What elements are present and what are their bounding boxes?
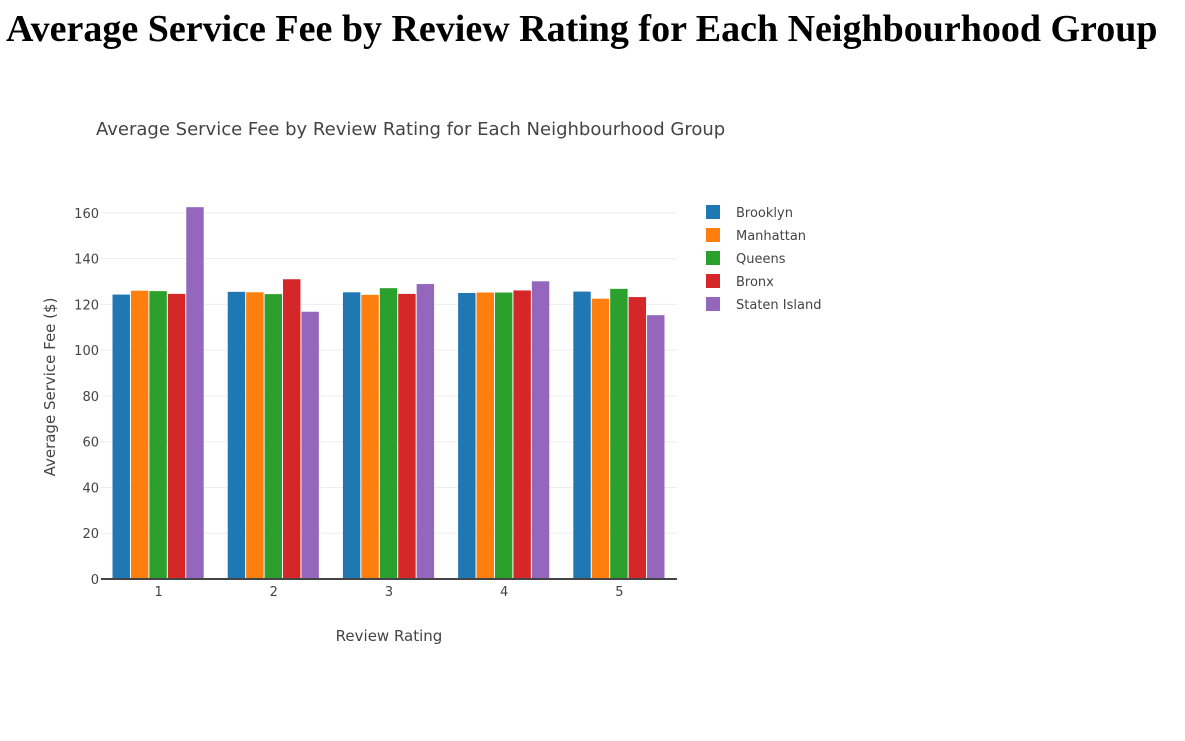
legend-item[interactable]: Queens xyxy=(706,251,786,267)
bar-brooklyn-3[interactable] xyxy=(342,292,361,579)
legend-swatch xyxy=(706,297,720,311)
bars xyxy=(112,207,665,580)
bar-queens-1[interactable] xyxy=(149,291,167,579)
bar-manhattan-3[interactable] xyxy=(361,294,379,579)
bar-bronx-4[interactable] xyxy=(513,290,531,579)
x-tick-label: 3 xyxy=(385,585,393,600)
bar-bronx-1[interactable] xyxy=(167,293,186,579)
legend-label: Staten Island xyxy=(736,298,821,313)
chart-title: Average Service Fee by Review Rating for… xyxy=(96,119,725,140)
y-tick-label: 140 xyxy=(74,253,99,268)
legend-swatch xyxy=(706,205,720,219)
legend-label: Queens xyxy=(736,252,786,267)
y-tick-label: 0 xyxy=(91,573,99,588)
x-axis: 1 2 3 4 5 xyxy=(101,578,677,600)
bar-manhattan-5[interactable] xyxy=(591,298,610,579)
y-tick-label: 20 xyxy=(82,527,99,542)
bar-staten-island-2[interactable] xyxy=(301,311,319,579)
bar-queens-2[interactable] xyxy=(264,294,283,579)
bar-staten-island-4[interactable] xyxy=(531,281,550,579)
y-tick-label: 120 xyxy=(74,298,99,313)
legend-item[interactable]: Brooklyn xyxy=(706,205,793,221)
legend-swatch xyxy=(706,251,720,265)
y-axis-label: Average Service Fee ($) xyxy=(41,298,59,477)
legend-item[interactable]: Manhattan xyxy=(706,228,806,244)
legend-swatch xyxy=(706,274,720,288)
bar-staten-island-1[interactable] xyxy=(186,207,204,580)
bar-manhattan-1[interactable] xyxy=(130,290,149,579)
bar-brooklyn-4[interactable] xyxy=(458,292,476,579)
bar-brooklyn-2[interactable] xyxy=(227,291,246,579)
x-tick-label: 5 xyxy=(615,585,623,600)
bar-brooklyn-1[interactable] xyxy=(112,294,130,579)
x-axis-label: Review Rating xyxy=(336,627,443,645)
legend-item[interactable]: Bronx xyxy=(706,274,774,290)
bar-brooklyn-5[interactable] xyxy=(573,291,591,579)
page-heading: Average Service Fee by Review Rating for… xyxy=(6,8,1158,50)
y-tick-label: 40 xyxy=(82,481,99,496)
y-tick-label: 100 xyxy=(74,344,99,359)
bar-staten-island-5[interactable] xyxy=(647,315,665,579)
bar-bronx-5[interactable] xyxy=(628,297,647,579)
x-tick-label: 2 xyxy=(270,585,278,600)
legend-label: Bronx xyxy=(736,275,774,290)
bar-queens-5[interactable] xyxy=(610,288,628,579)
bar-queens-3[interactable] xyxy=(379,288,398,579)
y-tick-label: 80 xyxy=(82,390,99,405)
x-tick-label: 1 xyxy=(154,585,162,600)
bar-manhattan-4[interactable] xyxy=(476,292,494,579)
legend-swatch xyxy=(706,228,720,242)
legend-item[interactable]: Staten Island xyxy=(706,297,821,313)
legend: Brooklyn Manhattan Queens Bronx Staten Islan… xyxy=(706,205,821,313)
legend-label: Brooklyn xyxy=(736,206,793,221)
bar-bronx-2[interactable] xyxy=(283,279,301,579)
x-tick-label: 4 xyxy=(500,585,508,600)
y-tick-label: 160 xyxy=(74,207,99,222)
bar-staten-island-3[interactable] xyxy=(416,284,435,579)
bar-manhattan-2[interactable] xyxy=(246,292,264,579)
bar-bronx-3[interactable] xyxy=(398,293,416,579)
y-axis: 0 20 40 60 80 100 120 140 160 xyxy=(74,207,99,588)
legend-label: Manhattan xyxy=(736,229,806,244)
y-tick-label: 60 xyxy=(82,436,99,451)
bar-queens-4[interactable] xyxy=(494,292,513,579)
